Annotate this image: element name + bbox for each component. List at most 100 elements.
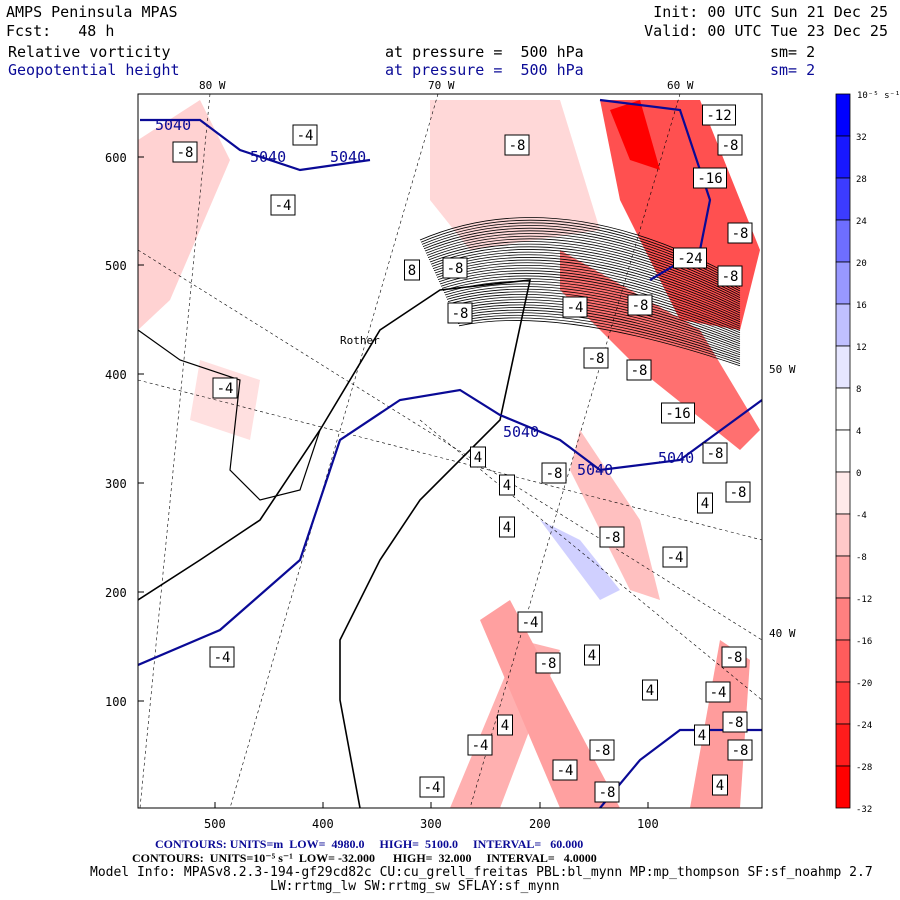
colorbar-swatch — [835, 177, 851, 221]
svg-text:-4: -4 — [217, 381, 234, 397]
vorticity-contour — [446, 288, 741, 340]
height-contour-info: CONTOURS: UNITS=m LOW= 4980.0 HIGH= 5100… — [155, 837, 584, 851]
x-tick-label: 300 — [420, 817, 442, 831]
vorticity-contour-label: 4 — [712, 774, 728, 796]
colorbar-label: 32 — [856, 133, 867, 143]
colorbar-label: -28 — [856, 763, 873, 773]
vorticity-contour — [431, 249, 741, 307]
colorbar-swatch — [835, 135, 851, 179]
colorbar-label: 4 — [856, 427, 862, 437]
svg-text:-4: -4 — [214, 650, 231, 666]
colorbar-swatch — [835, 261, 851, 305]
colorbar-swatch — [835, 219, 851, 263]
vorticity-contour — [437, 264, 741, 320]
init-time: Init: 00 UTC Sun 21 Dec 25 — [653, 3, 888, 21]
svg-text:-8: -8 — [707, 446, 724, 462]
colorbar-swatch — [835, 93, 851, 137]
coastline — [138, 329, 321, 501]
vorticity-contour-label: 4 — [642, 679, 658, 701]
model-title: AMPS Peninsula MPAS — [6, 3, 178, 21]
svg-text:8: 8 — [408, 263, 416, 279]
x-tick-label: 500 — [204, 817, 226, 831]
vorticity-contour — [440, 272, 741, 327]
x-tick-label: 400 — [312, 817, 334, 831]
place-label: Rother — [340, 334, 380, 347]
svg-text:-24: -24 — [677, 251, 702, 267]
svg-text:-8: -8 — [722, 269, 739, 285]
colorbar-label: -16 — [856, 637, 873, 647]
colorbar-swatch — [835, 513, 851, 557]
colorbar-label: -32 — [856, 805, 873, 815]
vorticity-contour-label: 4 — [499, 474, 515, 496]
colorbar-label: 28 — [856, 175, 867, 185]
svg-text:-8: -8 — [599, 785, 616, 801]
vorticity-contour — [433, 254, 741, 312]
lon-label: 50 W — [769, 363, 796, 376]
vorticity-contour-label: -8 — [535, 652, 561, 674]
svg-text:-12: -12 — [706, 108, 731, 124]
colorbar-swatch — [835, 765, 851, 809]
vorticity-contour — [441, 275, 741, 329]
model-info: Model Info: MPASv8.2.3-194-gf29cd82c CU:… — [90, 865, 873, 880]
svg-text:4: 4 — [716, 778, 724, 794]
colorbar-label: -24 — [856, 721, 873, 731]
colorbar-label: -20 — [856, 679, 873, 689]
field1-level: at pressure = 500 hPa — [385, 43, 584, 61]
x-tick-label: 200 — [529, 817, 551, 831]
vorticity-contour-label: -8 — [702, 442, 728, 464]
vorticity-contour-label: -8 — [504, 134, 530, 156]
vorticity-shading — [190, 360, 260, 440]
colorbar-label: -12 — [856, 595, 873, 605]
vorticity-contour-label: -4 — [562, 296, 588, 318]
vorticity-contour-label: -4 — [270, 194, 296, 216]
colorbar-label: 0 — [856, 469, 862, 479]
lon-label: 70 W — [428, 79, 455, 92]
svg-text:-4: -4 — [522, 615, 539, 631]
vorticity-contour-label: 4 — [584, 644, 600, 666]
vorticity-contour — [447, 291, 741, 342]
vorticity-shading — [138, 100, 230, 330]
vorticity-contour-label: -8 — [725, 481, 751, 503]
colorbar-label: -4 — [856, 511, 867, 521]
svg-text:-8: -8 — [732, 226, 749, 242]
svg-text:-8: -8 — [722, 138, 739, 154]
vorticity-shading — [480, 600, 620, 808]
height-contour-label: 5040 — [503, 423, 539, 441]
vorticity-contour-label: -8 — [594, 781, 620, 803]
vorticity-contour-label: -8 — [727, 739, 753, 761]
colorbar-swatch — [835, 471, 851, 515]
geopotential-height-contour — [140, 118, 371, 172]
vorticity-contour-label: -4 — [209, 646, 235, 668]
svg-text:-4: -4 — [710, 685, 727, 701]
svg-text:-4: -4 — [472, 738, 489, 754]
colorbar-swatch — [835, 555, 851, 599]
svg-text:-8: -8 — [631, 363, 648, 379]
svg-text:-8: -8 — [730, 485, 747, 501]
height-contour-label: 5040 — [330, 148, 366, 166]
svg-text:-8: -8 — [177, 145, 194, 161]
colorbar-units: 10⁻⁵ s⁻¹ — [857, 91, 900, 101]
vorticity-contour — [439, 270, 741, 325]
svg-text:-16: -16 — [697, 171, 722, 187]
vorticity-contour-label: 8 — [404, 259, 420, 281]
lon-label: 60 W — [667, 79, 694, 92]
vorticity-contour-label: -8 — [717, 265, 743, 287]
y-tick-label: 600 — [105, 151, 127, 165]
vorticity-contour-label: -16 — [693, 167, 727, 189]
colorbar-swatch — [835, 681, 851, 725]
vorticity-contour-label: -24 — [673, 247, 707, 269]
svg-text:4: 4 — [646, 683, 654, 699]
height-contour-label: 5040 — [577, 461, 613, 479]
lon-label: 40 W — [769, 627, 796, 640]
colorbar-label: 12 — [856, 343, 867, 353]
vorticity-contour-label: -4 — [662, 546, 688, 568]
svg-text:-4: -4 — [297, 128, 314, 144]
svg-text:-4: -4 — [424, 780, 441, 796]
svg-text:4: 4 — [698, 728, 706, 744]
vorticity-contour — [430, 246, 741, 305]
y-tick-label: 200 — [105, 586, 127, 600]
vorticity-contour-label: 4 — [694, 724, 710, 746]
svg-text:-8: -8 — [540, 656, 557, 672]
y-tick-label: 100 — [105, 695, 127, 709]
